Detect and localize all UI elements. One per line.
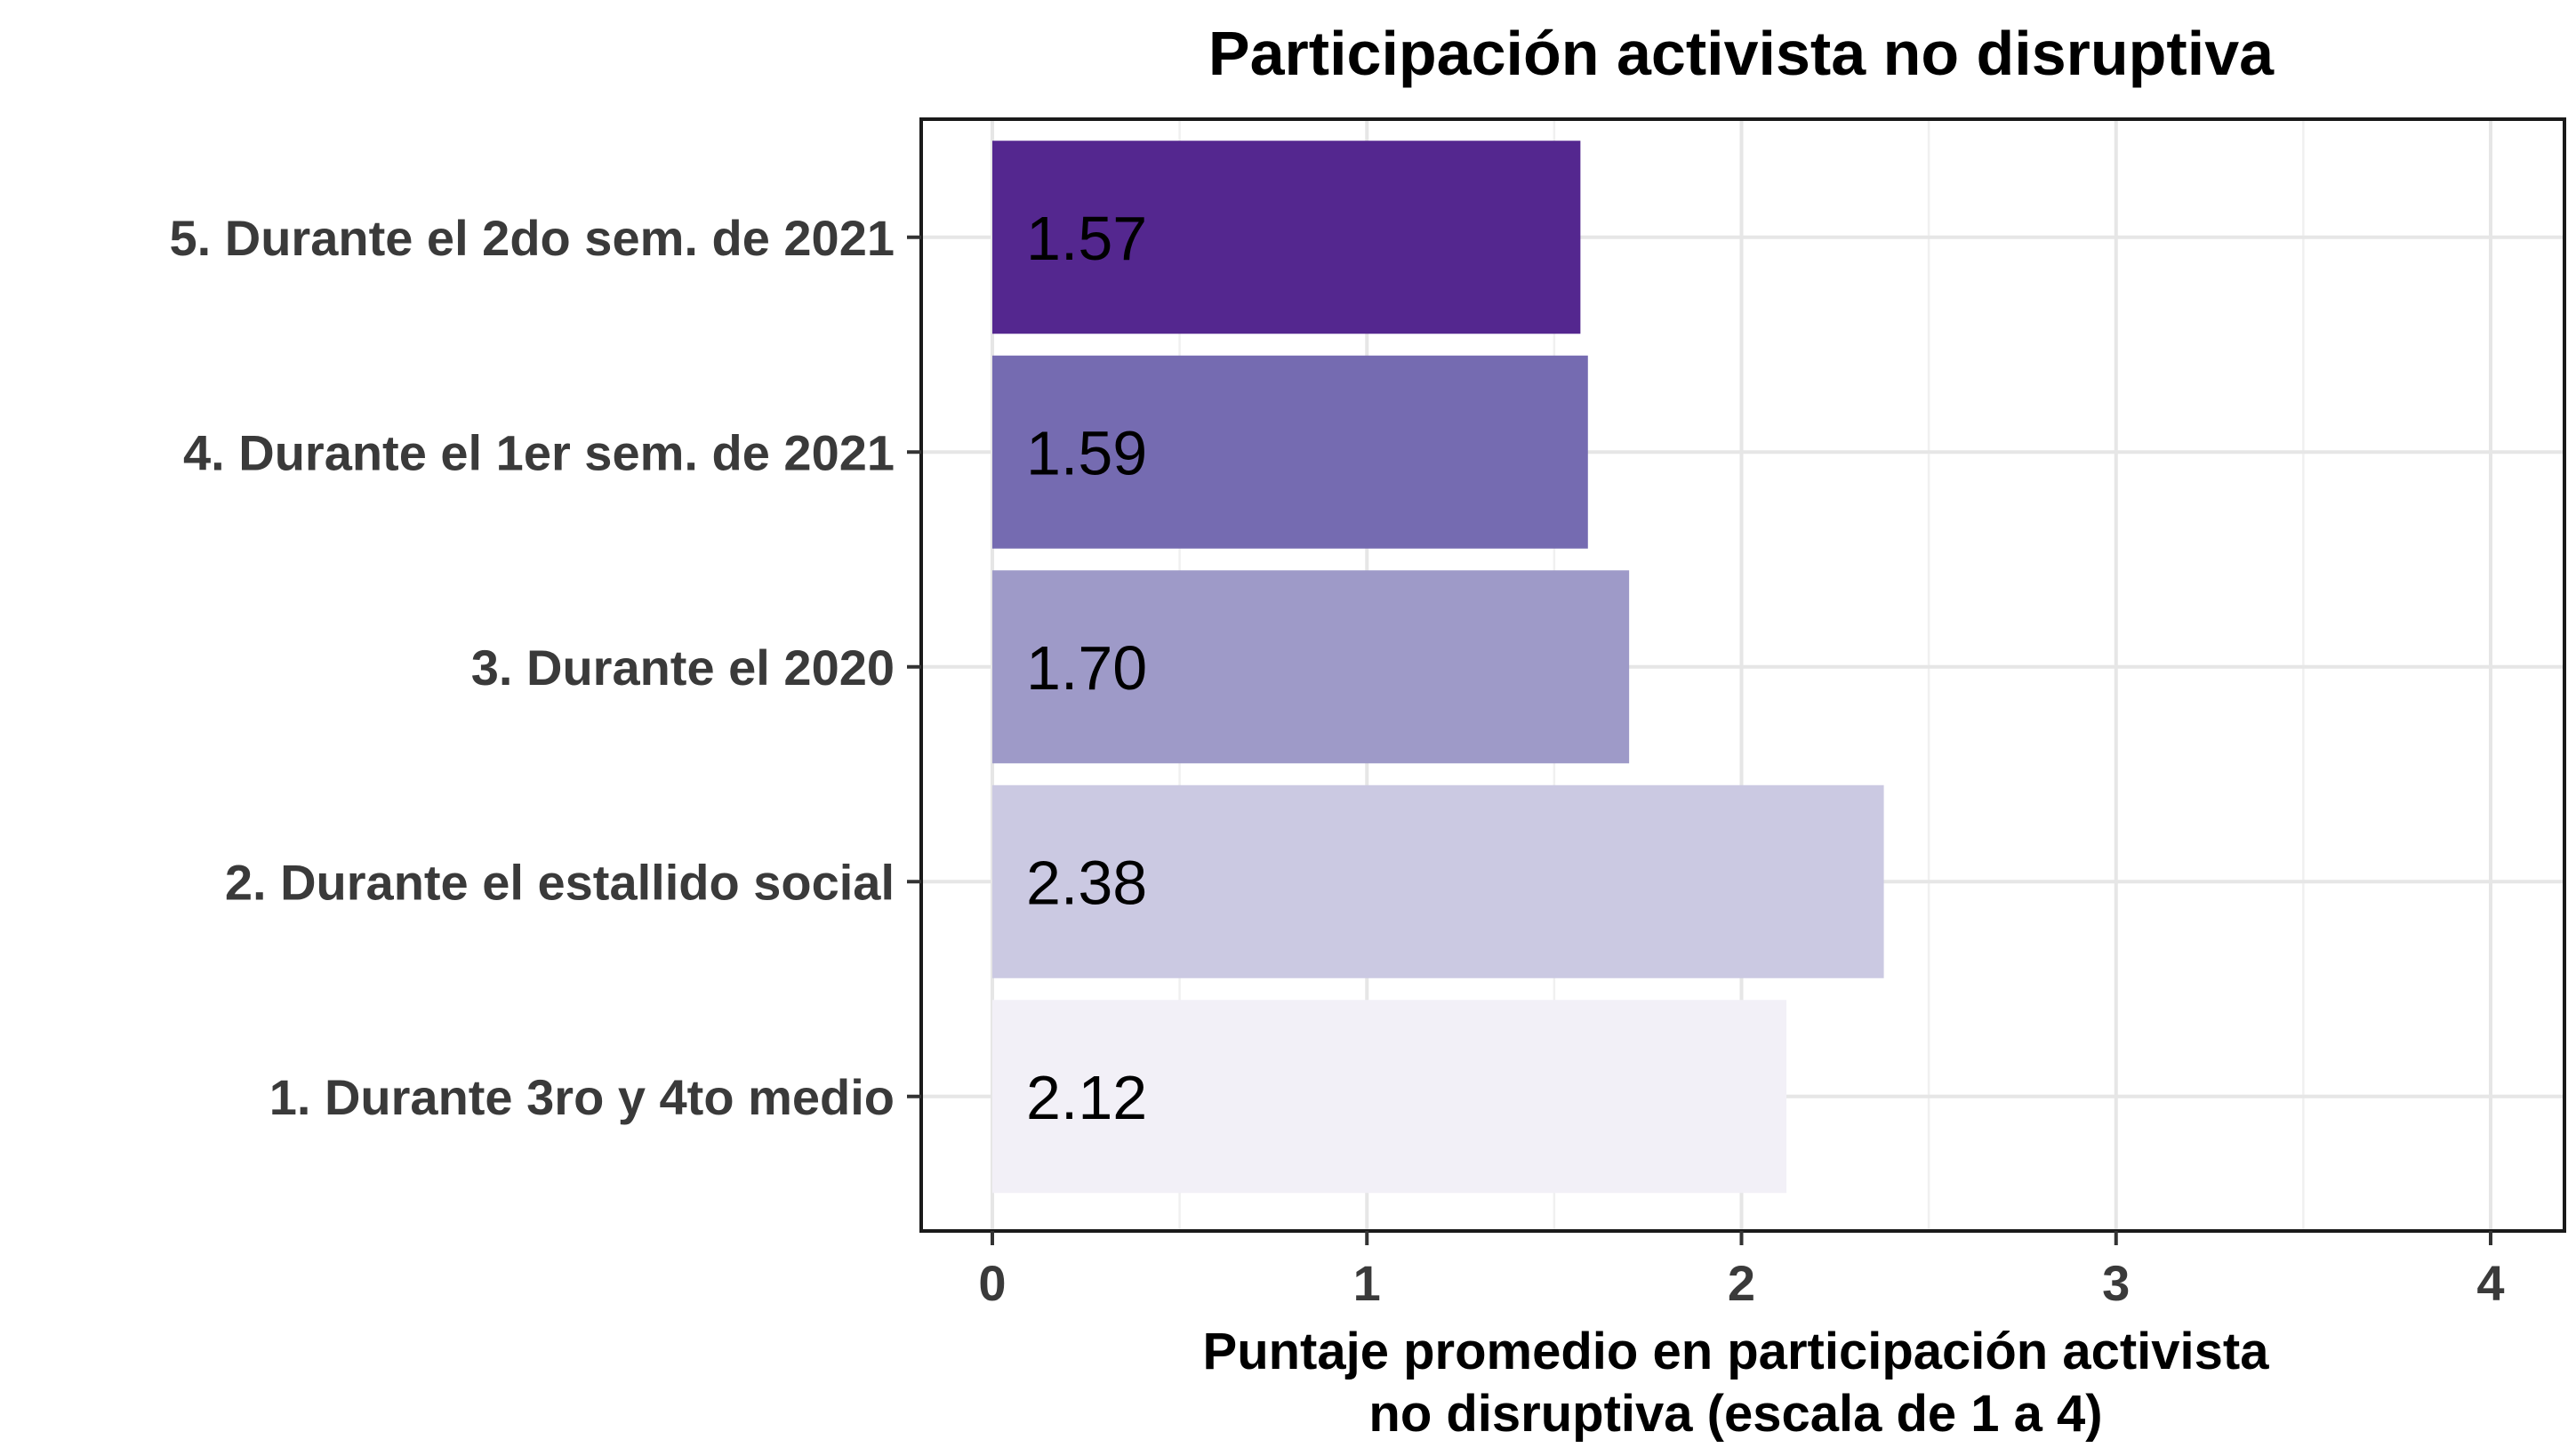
y-tick-label: 5. Durante el 2do sem. de 2021 [170, 210, 895, 266]
x-axis-title-line-2: no disruptiva (escala de 1 a 4) [1368, 1385, 2102, 1443]
y-tick-label: 1. Durante 3ro y 4to medio [269, 1069, 895, 1125]
bar-value-label: 1.57 [1026, 204, 1147, 273]
bar-value-label: 2.12 [1026, 1063, 1147, 1132]
x-tick-label: 0 [978, 1255, 1006, 1311]
bars [992, 141, 1884, 1194]
y-tick-label: 2. Durante el estallido social [225, 854, 895, 910]
x-tick-label: 4 [2476, 1255, 2504, 1311]
bar [992, 355, 1588, 549]
y-tick-label: 4. Durante el 1er sem. de 2021 [183, 424, 895, 480]
chart-title: Participación activista no disruptiva [1208, 19, 2275, 88]
x-tick-label: 3 [2102, 1255, 2130, 1311]
y-axis: 5. Durante el 2do sem. de 2021 4. Durante… [170, 210, 921, 1125]
x-tick-label: 2 [1728, 1255, 1755, 1311]
bar [992, 1000, 1787, 1194]
bar-value-label: 1.70 [1026, 633, 1147, 703]
x-axis-title-line-1: Puntaje promedio en participación activi… [1203, 1323, 2270, 1380]
bar [992, 784, 1884, 978]
x-tick-label: 1 [1353, 1255, 1381, 1311]
y-tick-label: 3. Durante el 2020 [471, 640, 895, 696]
bar [992, 570, 1630, 764]
bar-value-labels: 1.57 1.59 1.70 2.38 2.12 [1026, 204, 1147, 1132]
bar-value-label: 1.59 [1026, 418, 1147, 487]
bar [992, 141, 1581, 334]
bar-value-label: 2.38 [1026, 848, 1147, 917]
x-axis: 0 1 2 3 4 [978, 1231, 2505, 1311]
